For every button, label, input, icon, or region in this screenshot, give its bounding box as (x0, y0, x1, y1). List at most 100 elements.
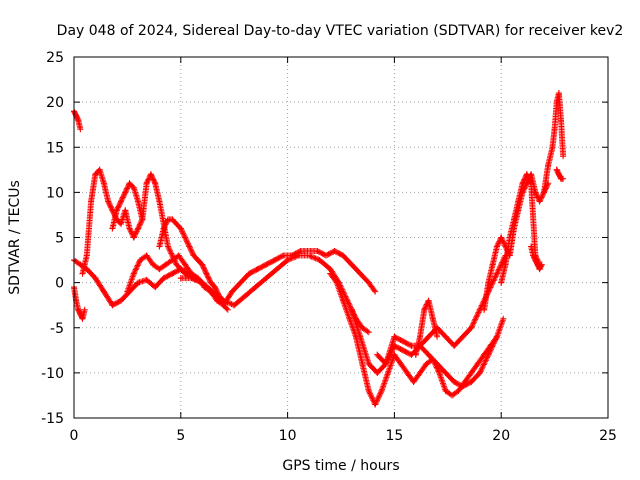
data-point (186, 243, 193, 250)
data-point (555, 171, 562, 178)
data-point (273, 266, 280, 273)
series-arc-13 (481, 171, 552, 313)
series-arc-12 (412, 297, 441, 358)
data-point-run (417, 308, 428, 340)
x-tick-label: 15 (385, 428, 403, 444)
data-point (224, 306, 231, 313)
data-point (124, 288, 131, 295)
data-point (357, 270, 364, 277)
data-point (474, 360, 481, 367)
data-point (493, 333, 500, 340)
data-point (555, 90, 562, 97)
data-point (323, 252, 329, 259)
series-arc-16 (540, 90, 567, 196)
y-tick-label: -5 (50, 321, 64, 337)
data-point (92, 275, 99, 282)
data-point (130, 270, 137, 277)
data-point (75, 306, 82, 313)
data-point (397, 360, 404, 367)
data-point (410, 378, 417, 385)
data-point (241, 293, 248, 300)
data-point (523, 171, 530, 178)
data-point (194, 257, 201, 264)
data-point (143, 180, 150, 187)
data-point (199, 279, 206, 286)
axis-ticks: 0 5 10 15 20 25 -15 -10 -5 0 5 10 15 20 25 (41, 50, 617, 444)
data-point (88, 198, 95, 205)
x-axis-label: GPS time / hours (282, 458, 399, 474)
data-point (408, 342, 415, 349)
data-point (118, 297, 124, 304)
data-point (316, 257, 323, 264)
y-tick-label: -15 (41, 411, 64, 427)
data-point-run (83, 200, 94, 259)
data-point (139, 216, 146, 223)
data-point (436, 369, 443, 376)
data-point (79, 315, 86, 322)
data-point (152, 180, 159, 187)
data-point (412, 351, 419, 358)
data-point (109, 225, 116, 232)
data-point (237, 279, 244, 286)
data-point (135, 198, 142, 205)
data-point (126, 225, 133, 232)
data-point (502, 261, 509, 268)
data-point (493, 270, 500, 277)
data-point (530, 252, 537, 259)
data-point (372, 401, 379, 408)
data-point (459, 383, 466, 390)
x-tick-label: 10 (279, 428, 297, 444)
y-tick-label: 0 (55, 276, 64, 292)
data-point (175, 252, 182, 259)
data-point (540, 189, 547, 196)
data-point-run (558, 117, 567, 158)
data-point (417, 333, 423, 340)
data-point (160, 225, 167, 232)
x-tick-label: 0 (70, 428, 79, 444)
data-point (169, 216, 176, 223)
data-point (207, 279, 214, 286)
data-point (558, 117, 564, 124)
data-point (113, 207, 120, 214)
data-point (538, 261, 545, 268)
data-point (188, 275, 195, 282)
data-point (391, 351, 398, 358)
y-tick-label: 15 (46, 140, 64, 156)
data-point (147, 171, 154, 178)
data-point (468, 369, 475, 376)
data-point (83, 252, 90, 259)
data-point (81, 306, 88, 313)
data-point (156, 266, 163, 273)
data-point (498, 234, 505, 241)
data-point (553, 166, 560, 173)
data-point (549, 144, 556, 151)
y-tick-label: 20 (46, 95, 64, 111)
data-point (340, 252, 347, 259)
data-point (459, 333, 466, 340)
data-point (231, 302, 238, 309)
data-point (553, 99, 560, 106)
data-point (442, 369, 449, 376)
data-point (203, 270, 210, 277)
data-point (468, 378, 475, 385)
data-point (152, 284, 159, 291)
data-point (105, 198, 112, 205)
data-point (297, 248, 304, 254)
data-point (489, 261, 496, 268)
data-point (212, 284, 218, 291)
data-point (135, 225, 142, 232)
data-point (263, 275, 270, 282)
data-point (382, 360, 389, 367)
x-tick-label: 20 (492, 428, 510, 444)
data-series (71, 90, 567, 408)
data-point (340, 297, 347, 304)
series-arc-14 (498, 171, 543, 286)
data-point (295, 252, 302, 259)
data-point (135, 279, 142, 286)
data-point (314, 248, 321, 254)
data-point (506, 234, 513, 241)
data-point (169, 270, 176, 277)
y-tick-label: 25 (46, 50, 64, 66)
data-point (199, 261, 206, 268)
